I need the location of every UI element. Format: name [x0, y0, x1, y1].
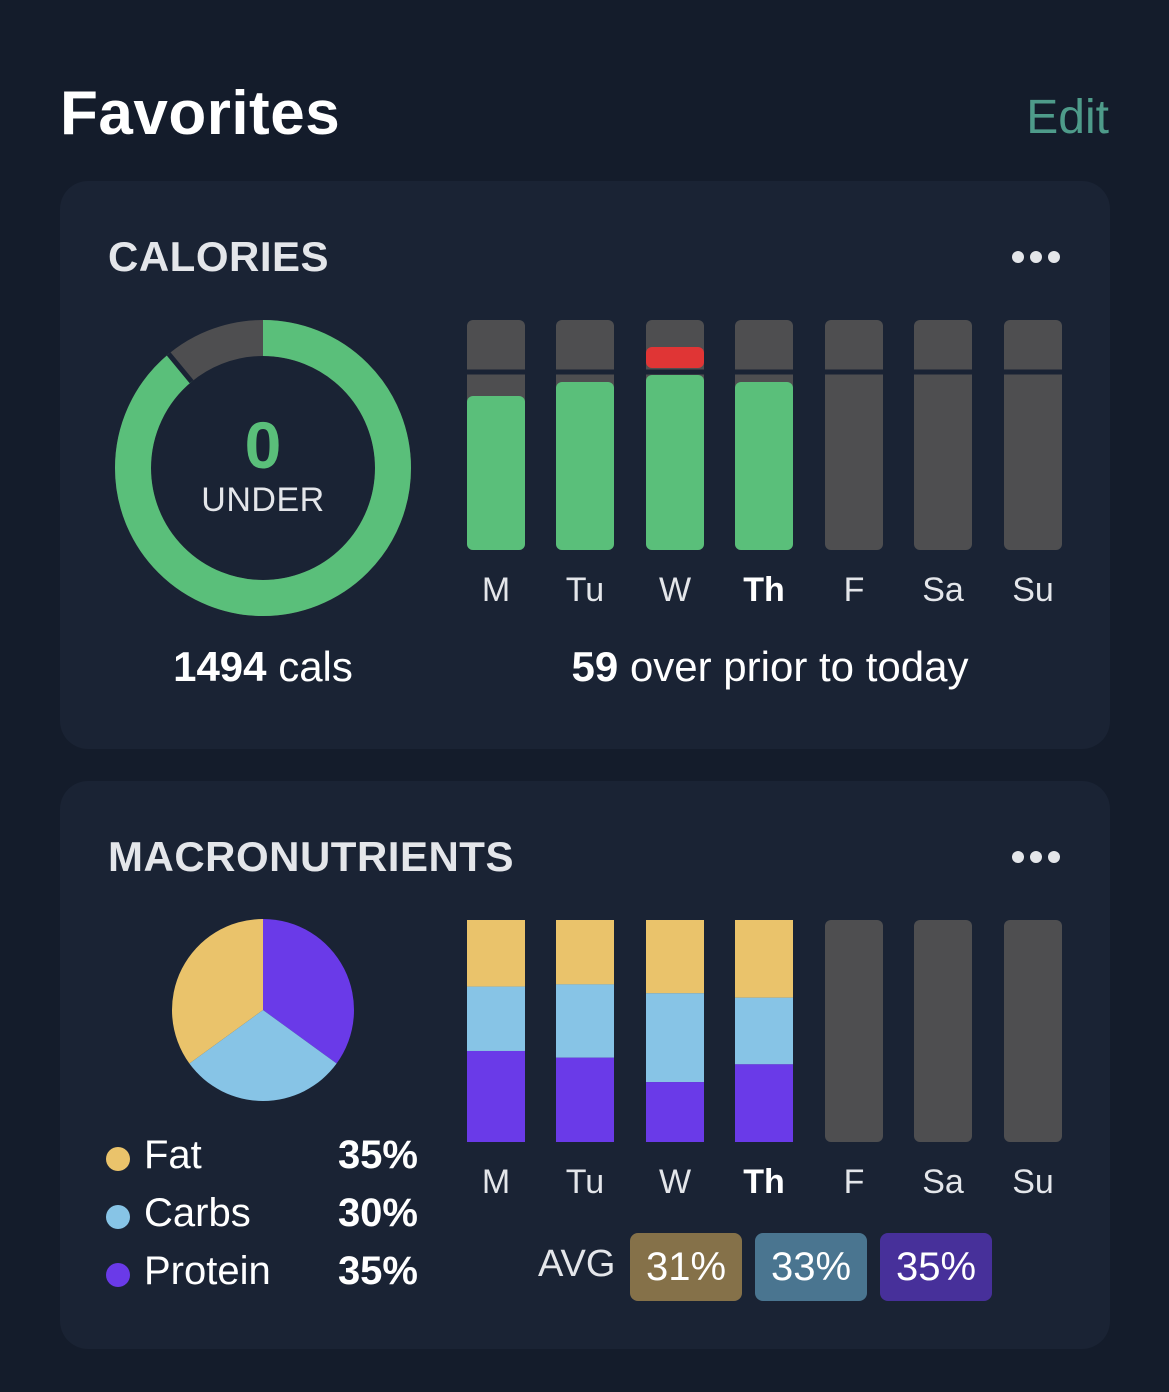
more-horizontal-icon[interactable] — [1012, 247, 1060, 267]
calories-card[interactable]: CALORIES 0 UNDER M Tu W Th F Sa Su 1494 cals 5… — [60, 181, 1110, 749]
page-title: Favorites — [60, 79, 341, 148]
macro-bar-protein-Th — [735, 1064, 793, 1142]
macro-bar-protein-Tu — [556, 1057, 614, 1142]
legend-name: Fat — [144, 1133, 202, 1177]
calories-chart — [115, 320, 1062, 616]
legend-percent: 30% — [337, 1191, 418, 1235]
macro-day-label-M: M — [481, 1163, 511, 1201]
macro-bar-fat-Tu — [556, 920, 614, 985]
macro-day-label-Th: Th — [743, 1163, 785, 1201]
calories-day-label-Su: Su — [1012, 571, 1054, 609]
calories-over-summary: 59 over prior to today — [480, 643, 1060, 691]
legend-percent: 35% — [337, 1133, 418, 1177]
avg-fat-badge: 31% — [630, 1233, 742, 1301]
calories-day-label-Th: Th — [743, 571, 785, 609]
macro-bar-fat-Th — [735, 920, 793, 998]
calories-bar-W — [646, 375, 704, 550]
pie-slice-protein — [263, 919, 354, 1064]
calories-ring-label: UNDER — [201, 481, 325, 519]
calories-day-label-M: M — [481, 571, 511, 609]
macro-bar-carbs-W — [646, 993, 704, 1083]
calories-total-number: 1494 — [173, 643, 267, 690]
pie-slice-fat — [172, 919, 263, 1064]
macronutrients-title: MACRONUTRIENTS — [108, 833, 514, 880]
calories-ring-gap — [166, 352, 194, 384]
calories-over-number: 59 — [571, 643, 619, 690]
calories-over-bar-W — [646, 347, 704, 368]
macro-bar-track-Sa — [914, 920, 972, 1142]
macro-bar-carbs-M — [467, 986, 525, 1051]
macro-bar-protein-M — [467, 1050, 525, 1142]
calories-title: CALORIES — [108, 233, 330, 280]
avg-carbs-badge: 33% — [755, 1233, 867, 1301]
macro-bar-fat-M — [467, 920, 525, 987]
legend-name: Carbs — [144, 1191, 251, 1235]
calories-ring-value: 0 — [244, 408, 282, 482]
legend-row-protein: Protein 35% — [106, 1249, 418, 1297]
legend-row-fat: Fat 35% — [106, 1133, 418, 1181]
calories-bar-track-Sa — [914, 320, 972, 550]
macro-bar-track-Su — [1004, 920, 1062, 1142]
legend-percent: 35% — [337, 1249, 418, 1293]
calories-bar-Th — [735, 382, 793, 550]
macro-day-label-F: F — [843, 1163, 865, 1201]
macro-bar-carbs-Th — [735, 997, 793, 1065]
calories-day-label-Tu: Tu — [565, 571, 605, 609]
protein-dot-icon — [106, 1263, 130, 1287]
macro-bar-fat-W — [646, 920, 704, 994]
pie-slice-carbs — [189, 1010, 337, 1101]
avg-label: AVG — [538, 1243, 616, 1285]
calories-bar-Tu — [556, 382, 614, 550]
carbs-dot-icon — [106, 1205, 130, 1229]
calories-over-text: over prior to today — [629, 643, 969, 690]
calories-bar-track-Su — [1004, 320, 1062, 550]
macro-day-label-Sa: Sa — [922, 1163, 964, 1201]
calories-bar-track-F — [825, 320, 883, 550]
calories-day-label-F: F — [843, 571, 865, 609]
calories-total: 1494 cals — [120, 643, 406, 691]
legend-row-carbs: Carbs 30% — [106, 1191, 418, 1239]
calories-ring-progress — [115, 320, 411, 616]
calories-day-label-Sa: Sa — [922, 571, 964, 609]
legend-name: Protein — [144, 1249, 271, 1293]
macro-day-label-Su: Su — [1012, 1163, 1054, 1201]
more-horizontal-icon[interactable] — [1012, 847, 1060, 867]
calories-day-label-W: W — [658, 571, 692, 609]
macronutrients-card[interactable]: MACRONUTRIENTS M Tu W Th F Sa Su Fat 35% Carbs… — [60, 781, 1110, 1349]
avg-protein-badge: 35% — [880, 1233, 992, 1301]
macro-bar-protein-W — [646, 1082, 704, 1142]
macro-bar-carbs-Tu — [556, 984, 614, 1058]
macro-day-label-W: W — [658, 1163, 692, 1201]
macronutrients-chart — [172, 919, 1062, 1142]
calories-bar-M — [467, 396, 525, 550]
fat-dot-icon — [106, 1147, 130, 1171]
edit-button[interactable]: Edit — [1026, 91, 1109, 144]
macro-day-label-Tu: Tu — [565, 1163, 605, 1201]
calories-total-unit: cals — [278, 643, 353, 690]
header: Favorites Edit — [60, 78, 1109, 158]
macro-bar-track-F — [825, 920, 883, 1142]
